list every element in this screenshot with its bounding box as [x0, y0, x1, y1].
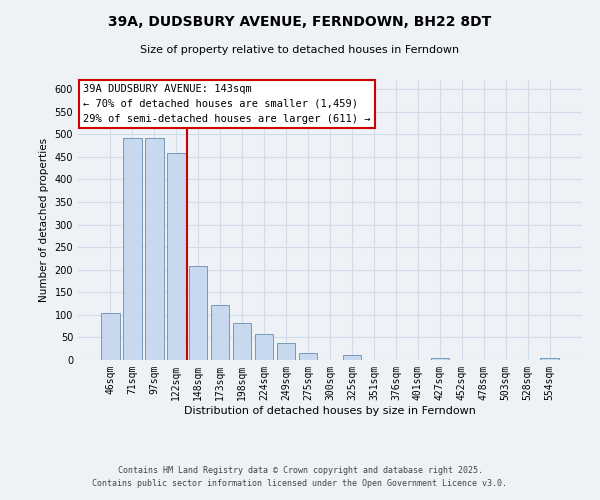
Bar [343, 356, 361, 360]
Bar [299, 353, 317, 360]
Bar [211, 305, 229, 360]
Text: Contains HM Land Registry data © Crown copyright and database right 2025.
Contai: Contains HM Land Registry data © Crown c… [92, 466, 508, 487]
Bar [431, 358, 449, 360]
Text: Size of property relative to detached houses in Ferndown: Size of property relative to detached ho… [140, 45, 460, 55]
Bar [541, 358, 559, 360]
Bar [167, 153, 185, 360]
Bar [233, 323, 251, 360]
Bar [123, 138, 142, 360]
Text: 39A DUDSBURY AVENUE: 143sqm
← 70% of detached houses are smaller (1,459)
29% of : 39A DUDSBURY AVENUE: 143sqm ← 70% of det… [83, 84, 371, 124]
Bar [145, 138, 164, 360]
Bar [277, 344, 295, 360]
Bar [189, 266, 208, 360]
Bar [255, 334, 274, 360]
Bar [101, 312, 119, 360]
X-axis label: Distribution of detached houses by size in Ferndown: Distribution of detached houses by size … [184, 406, 476, 415]
Y-axis label: Number of detached properties: Number of detached properties [39, 138, 49, 302]
Text: 39A, DUDSBURY AVENUE, FERNDOWN, BH22 8DT: 39A, DUDSBURY AVENUE, FERNDOWN, BH22 8DT [109, 15, 491, 29]
